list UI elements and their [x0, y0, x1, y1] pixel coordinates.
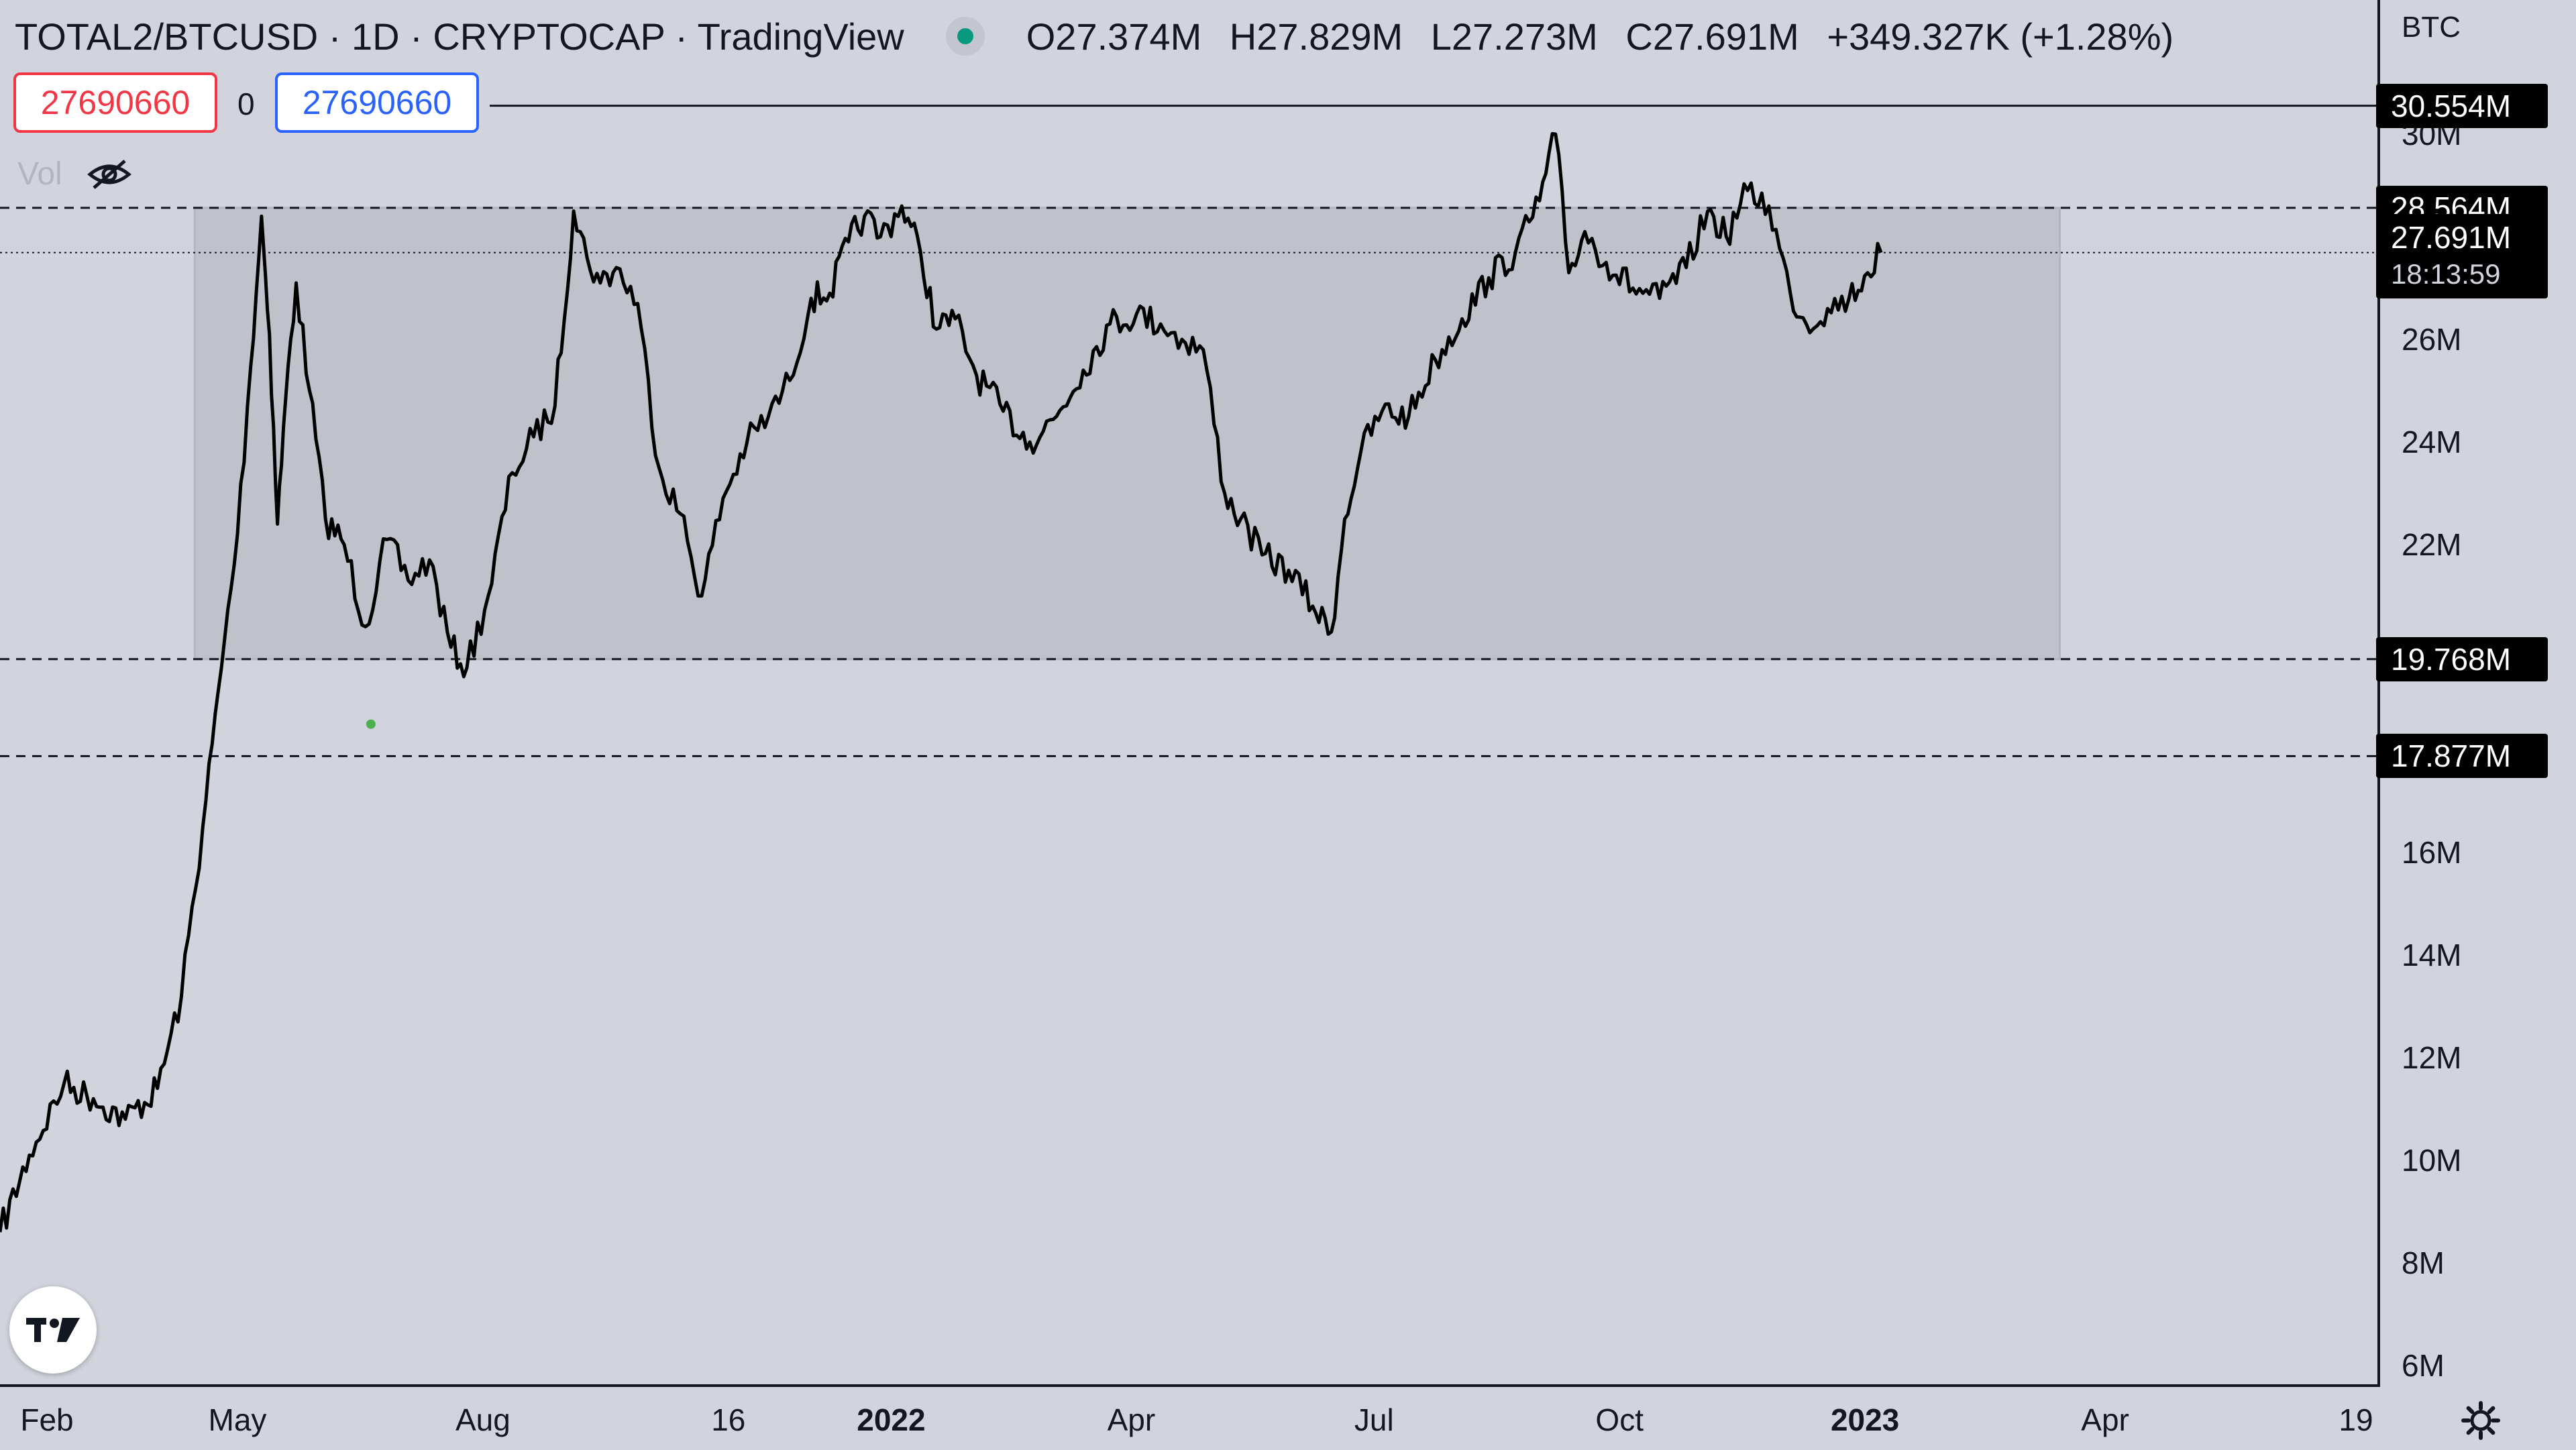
signal-marker	[366, 719, 376, 729]
x-tick-label: Oct	[1595, 1402, 1644, 1437]
price-axis-border	[2377, 0, 2380, 1386]
y-tick-label: 22M	[2402, 527, 2462, 562]
x-tick-label: 2022	[857, 1402, 926, 1437]
time-axis-border	[0, 1384, 2380, 1387]
change-value: +349.327K (+1.28%)	[1827, 15, 2174, 58]
volume-label[interactable]: Vol	[17, 156, 62, 192]
x-tick-label: 2023	[1830, 1402, 1900, 1437]
y-tick-label: 26M	[2402, 322, 2462, 357]
spread-value: 0	[237, 87, 255, 121]
level-tag-0: 30.554M	[2376, 83, 2548, 128]
price-series-line	[0, 131, 1883, 1233]
market-status-icon	[945, 17, 985, 56]
x-tick-label: May	[208, 1402, 267, 1437]
x-tick-label: 16	[711, 1402, 746, 1437]
y-tick-label: 24M	[2402, 425, 2462, 459]
eye-slash-icon[interactable]	[86, 157, 133, 192]
buy-button[interactable]: 27690660	[275, 72, 479, 133]
x-tick-label: Apr	[2081, 1402, 2129, 1437]
axis-unit: BTC	[2402, 11, 2461, 44]
open-value: O27.374M	[1026, 15, 1202, 58]
y-tick-label: 6M	[2402, 1348, 2445, 1383]
x-tick-label: Apr	[1107, 1402, 1156, 1437]
ohlc-legend: O27.374M H27.829M L27.273M C27.691M +349…	[1026, 15, 2191, 58]
y-tick-label: 10M	[2402, 1143, 2462, 1178]
y-tick-label: 8M	[2402, 1245, 2445, 1280]
level-lines	[0, 105, 2379, 757]
x-tick-label: Jul	[1354, 1402, 1394, 1437]
level-tag-3: 17.877M	[2376, 734, 2548, 779]
last-price-tag: 27.691M 18:13:59	[2376, 213, 2548, 298]
symbol-title[interactable]: TOTAL2/BTCUSD · 1D · CRYPTOCAP · Trading…	[15, 15, 904, 58]
countdown-timer: 18:13:59	[2391, 258, 2501, 290]
x-tick-label: 19	[2339, 1402, 2373, 1437]
chart-header: TOTAL2/BTCUSD · 1D · CRYPTOCAP · Trading…	[15, 9, 2191, 63]
low-value: L27.273M	[1430, 15, 1598, 58]
x-tick-label: Aug	[455, 1402, 511, 1437]
last-price-value: 27.691M	[2391, 219, 2512, 255]
y-tick-label: 12M	[2402, 1040, 2462, 1075]
x-tick-label: Feb	[20, 1402, 74, 1437]
level-tag-2: 19.768M	[2376, 636, 2548, 681]
sell-button[interactable]: 27690660	[13, 72, 217, 133]
settings-gear-icon[interactable]	[2459, 1399, 2502, 1442]
close-value: C27.691M	[1625, 15, 1799, 58]
y-tick-label: 14M	[2402, 938, 2462, 972]
tradingview-logo-icon[interactable]	[9, 1286, 97, 1374]
y-tick-label: 16M	[2402, 835, 2462, 870]
range-zone[interactable]	[193, 207, 2061, 661]
high-value: H27.829M	[1229, 15, 1403, 58]
